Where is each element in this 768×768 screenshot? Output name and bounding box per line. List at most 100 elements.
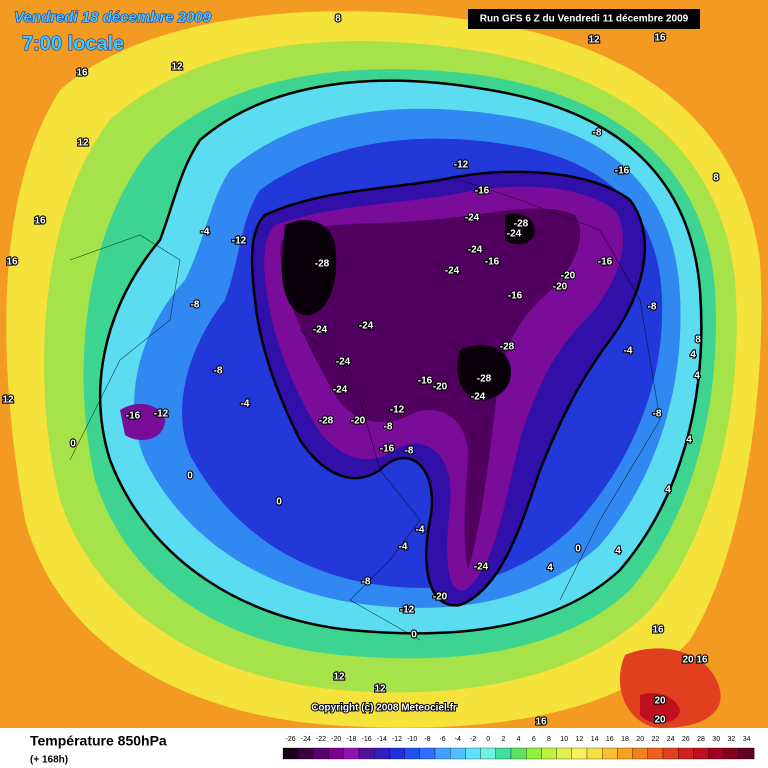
contour-label: -24 [468,245,483,256]
contour-label: -16 [508,291,523,302]
contour-label: -4 [624,346,633,357]
contour-label: -20 [433,592,448,603]
contour-label: -8 [191,300,200,311]
coastline [459,179,661,601]
contour-label: -8 [214,366,223,377]
scale-label: -4 [455,736,461,743]
contour-label: 16 [696,655,708,666]
coastlines [69,179,661,641]
contour-label: 12 [588,35,600,46]
legend-lead: (+ 168h) [30,755,68,766]
scale-label: -10 [407,736,417,743]
contour-label: -16 [598,257,613,268]
contour-label: -4 [241,399,250,410]
scale-swatch [328,747,344,760]
contour-label: 16 [535,717,547,728]
scale-swatch [358,747,375,760]
contour-label: -28 [319,416,334,427]
contour-label: 4 [665,485,671,496]
contour-label: 0 [411,630,417,641]
contour-label: 0 [187,471,193,482]
cold-pocket [120,404,165,440]
core-cold [505,213,535,245]
contour-label: 12 [171,62,183,73]
contour-label: -24 [465,213,480,224]
scale-swatch [647,747,664,760]
contour-label: -24 [471,392,486,403]
scale-swatch [617,747,633,760]
contour-label: -20 [561,271,576,282]
deep-arctic-zone [280,208,581,570]
scale-label: -26 [286,736,296,743]
contour-label: 16 [34,216,46,227]
scale-swatch [434,747,451,760]
scale-swatch [298,747,314,760]
contour-label: -8 [653,409,662,420]
isotherm-0 [98,79,703,635]
valid-date: Vendredi 18 décembre 2009 [14,9,212,26]
contour-label: -16 [615,166,630,177]
contour-label: -20 [553,282,568,293]
contour-label: -24 [445,266,460,277]
contour-label: -4 [201,227,210,238]
contour-label: -8 [593,128,602,139]
contour-label: 4 [694,371,700,382]
scale-swatch [693,747,709,760]
hot-core [640,693,680,724]
contour-label: -12 [400,605,415,616]
contour-label: -8 [362,577,371,588]
contour-label: 0 [70,439,76,450]
contour-label: -24 [313,325,328,336]
scale-label: 18 [621,736,629,743]
scale-label: -12 [392,736,402,743]
scale-label: 26 [682,736,690,743]
scale-label: 20 [636,736,644,743]
scale-label: 34 [743,736,751,743]
scale-label: -8 [424,736,430,743]
coastline [299,329,421,641]
scale-swatch [708,747,724,760]
scale-swatch [662,747,679,760]
valid-time: 7:00 locale [22,33,124,55]
scale-label: -18 [346,736,356,743]
coastline [69,234,181,461]
scale-swatch [738,747,755,760]
contour-label: -24 [474,562,489,573]
contour-label: -20 [351,416,366,427]
contour-label: -28 [477,374,492,385]
contour-label: -16 [418,376,433,387]
contour-label: 16 [76,68,88,79]
contour-label: -12 [154,409,169,420]
contour-labels: -28 -24 -24 -24 -24 -28 -20 -16 -8 -8 -12 -16 -20 -28… [1,13,720,729]
contour-label: 12 [77,138,89,149]
scale-swatch [404,747,420,760]
scale-swatch [678,747,694,760]
scale-swatch [510,747,527,760]
scale-label: 16 [606,736,614,743]
scale-swatch [602,747,618,760]
contour-label: -24 [359,321,374,332]
contour-label: 4 [690,350,696,361]
contour-label: 20 [654,696,666,707]
scale-label: -16 [362,736,372,743]
scale-swatch [495,747,512,760]
scale-label: 30 [712,736,720,743]
scale-label: 0 [486,736,490,743]
contour-label: 12 [2,395,14,406]
contour-label: -12 [232,236,247,247]
scale-swatch [723,747,740,760]
scale-swatch [586,747,603,760]
contour-label: -16 [475,186,490,197]
contour-label: -28 [315,259,330,270]
scale-label: 24 [667,736,675,743]
scale-swatch [389,747,405,760]
contour-label: 8 [695,335,701,346]
scale-label: 28 [697,736,705,743]
run-box [468,9,700,29]
legend-title: Température 850hPa [30,733,167,749]
scale-swatch [465,747,481,760]
contour-label: 0 [276,497,282,508]
scale-swatch [374,747,390,760]
